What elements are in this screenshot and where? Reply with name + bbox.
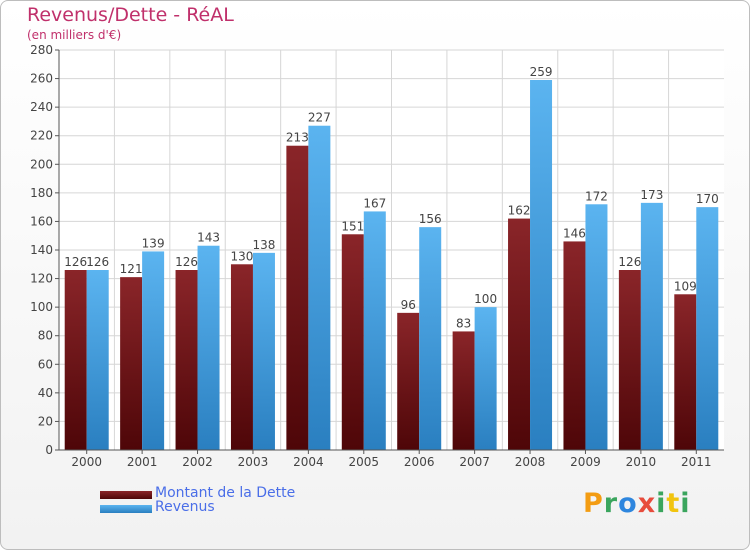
legend-label-revenus: Revenus — [155, 499, 215, 515]
y-tick-label: 240 — [30, 100, 53, 114]
bar-revenus — [585, 204, 608, 450]
proxiti-logo: Proxiti — [583, 488, 691, 519]
data-label: 259 — [530, 65, 553, 79]
legend-swatch-dette — [100, 491, 152, 499]
data-label: 109 — [674, 279, 697, 293]
data-label: 227 — [308, 111, 331, 125]
bar-revenus — [308, 125, 331, 450]
data-label: 170 — [696, 192, 719, 206]
x-tick-label: 2004 — [293, 455, 324, 469]
x-tick-label: 2008 — [515, 455, 546, 469]
bar-dette — [64, 270, 87, 450]
x-tick-label: 2001 — [127, 455, 158, 469]
y-tick-label: 200 — [30, 157, 53, 171]
data-label: 126 — [175, 255, 198, 269]
chart-title: Revenus/Dette - RéAL — [27, 4, 234, 26]
x-tick-label: 2009 — [570, 455, 601, 469]
logo-letter: r — [603, 488, 619, 519]
data-label: 139 — [142, 236, 165, 250]
bar-revenus — [640, 202, 663, 450]
data-label: 83 — [456, 316, 471, 330]
logo-letter: P — [583, 488, 604, 519]
y-tick-label: 100 — [30, 300, 53, 314]
x-tick-label: 2002 — [182, 455, 213, 469]
bar-dette — [175, 270, 198, 450]
bar-dette — [120, 277, 143, 450]
data-label: 126 — [618, 255, 641, 269]
x-tick-label: 2000 — [71, 455, 102, 469]
data-label: 96 — [401, 298, 416, 312]
logo-letter: x — [637, 488, 657, 519]
legend-label-dette: Montant de la Dette — [155, 485, 296, 501]
data-label: 100 — [474, 292, 497, 306]
logo-letter: i — [656, 488, 667, 519]
bar-revenus — [86, 270, 109, 450]
y-tick-label: 40 — [38, 386, 53, 400]
bar-revenus — [363, 211, 386, 450]
data-label: 156 — [419, 212, 442, 226]
logo-letter: o — [618, 488, 638, 519]
x-tick-label: 2003 — [238, 455, 269, 469]
y-tick-label: 140 — [30, 243, 53, 257]
bar-revenus — [197, 245, 220, 450]
data-label: 213 — [286, 131, 309, 145]
x-tick-label: 2007 — [459, 455, 490, 469]
logo-letter: t — [666, 488, 681, 519]
y-tick-label: 280 — [30, 43, 53, 57]
data-label: 173 — [640, 188, 663, 202]
y-tick-label: 260 — [30, 72, 53, 86]
y-tick-label: 120 — [30, 272, 53, 286]
y-tick-label: 0 — [45, 443, 53, 457]
y-tick-label: 180 — [30, 186, 53, 200]
x-tick-label: 2005 — [349, 455, 380, 469]
y-tick-label: 80 — [38, 329, 53, 343]
logo-letter: i — [680, 488, 691, 519]
bar-revenus — [419, 227, 442, 450]
data-label: 167 — [363, 196, 386, 210]
data-label: 146 — [563, 226, 586, 240]
bar-dette — [397, 312, 420, 450]
y-tick-label: 220 — [30, 129, 53, 143]
data-label: 138 — [253, 238, 276, 252]
bar-dette — [452, 331, 475, 450]
grid-layer — [59, 49, 724, 451]
data-label: 143 — [197, 231, 220, 245]
bar-revenus — [530, 80, 553, 450]
bar-revenus — [252, 252, 275, 450]
bar-dette — [508, 218, 531, 450]
y-tick-label: 160 — [30, 214, 53, 228]
bars-layer — [64, 80, 719, 450]
y-tick-label: 20 — [38, 414, 53, 428]
data-label: 126 — [64, 255, 87, 269]
x-tick-label: 2011 — [681, 455, 712, 469]
bar-revenus — [696, 207, 719, 450]
bar-revenus — [474, 307, 497, 450]
bar-dette — [230, 264, 253, 450]
bar-dette — [674, 294, 697, 450]
axis-layer: 0 20 40 60 80 100 120 140 160 180 200 220 240 260 280 2… — [30, 43, 724, 469]
data-label: 130 — [231, 249, 254, 263]
bar-dette — [286, 145, 309, 450]
labels-layer: 126 1261211391261431301382132271511679615… — [64, 65, 718, 330]
bar-revenus — [142, 251, 165, 450]
bar-dette — [563, 241, 586, 450]
x-tick-label: 2006 — [404, 455, 435, 469]
bar-dette — [618, 270, 641, 450]
y-tick-label: 60 — [38, 357, 53, 371]
data-label: 121 — [120, 262, 143, 276]
x-tick-label: 2010 — [626, 455, 657, 469]
data-label: 162 — [508, 204, 531, 218]
data-label: 126 — [86, 255, 109, 269]
data-label: 151 — [341, 219, 364, 233]
bar-dette — [341, 234, 364, 450]
legend-swatch-revenus — [100, 505, 152, 513]
chart-subtitle: (en milliers d'€) — [27, 28, 122, 42]
data-label: 172 — [585, 189, 608, 203]
